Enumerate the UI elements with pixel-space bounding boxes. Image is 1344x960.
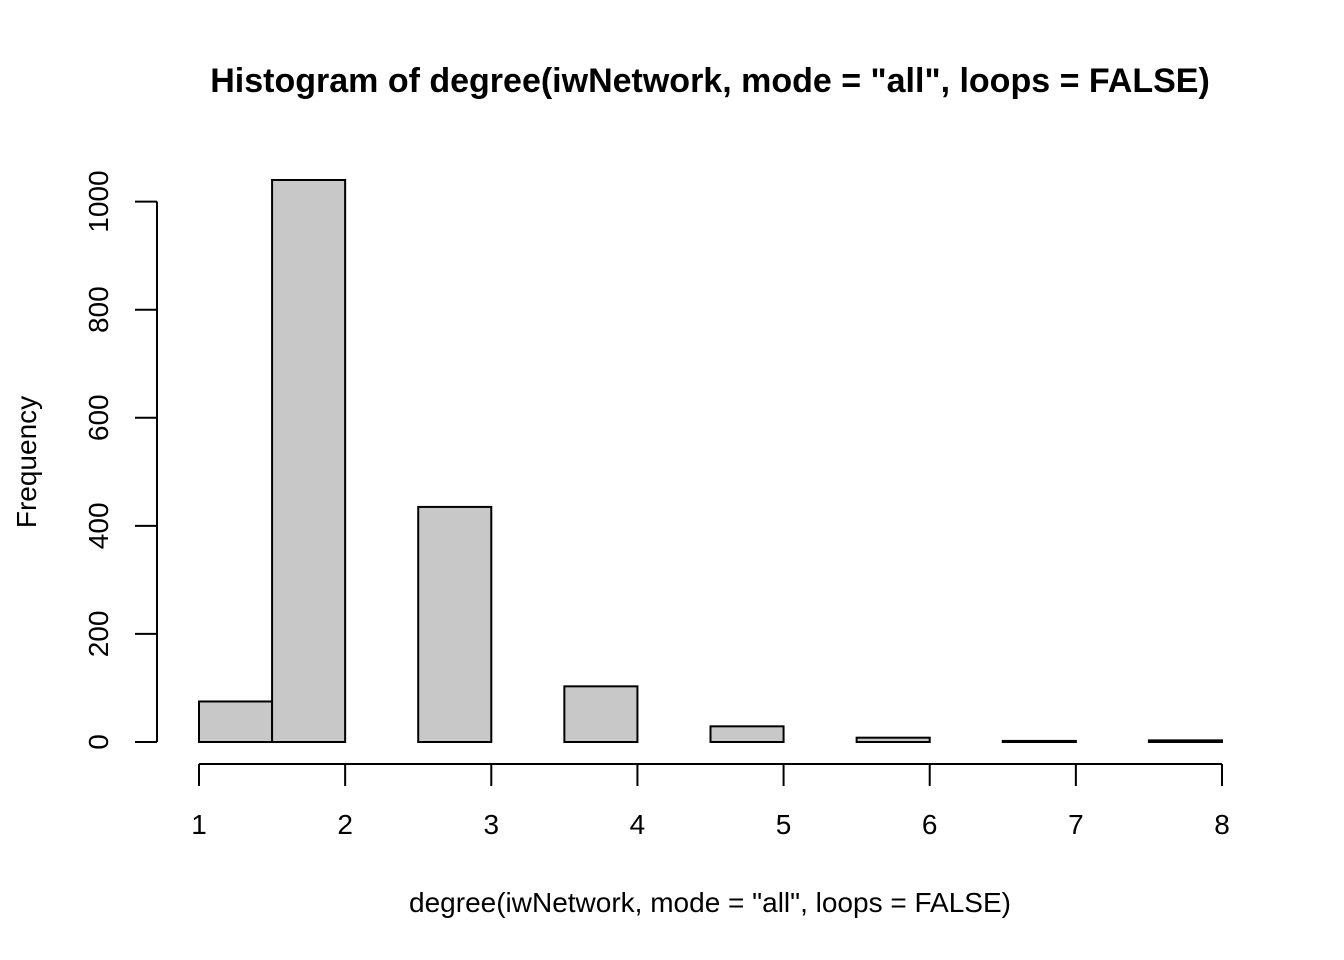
x-tick-label: 5 [776, 809, 792, 840]
histogram-bar-0 [198, 700, 274, 743]
x-tick-label: 1 [191, 809, 207, 840]
x-tick-label: 8 [1214, 809, 1230, 840]
y-tick-label: 600 [83, 394, 114, 441]
x-axis-label: degree(iwNetwork, mode = "all", loops = … [409, 887, 1011, 918]
bars-group [198, 179, 1224, 744]
x-axis: 1 2 3 4 5 6 7 8 [191, 763, 1230, 840]
x-tick-label: 6 [922, 809, 938, 840]
x-tick-label: 2 [337, 809, 353, 840]
y-axis-label: Frequency [11, 396, 42, 528]
histogram-bar-11 [1001, 739, 1077, 744]
chart-title: Histogram of degree(iwNetwork, mode = "a… [210, 62, 1210, 100]
y-tick-label: 0 [83, 734, 114, 750]
histogram-bar-3 [417, 505, 493, 743]
histogram-bar-5 [563, 685, 639, 744]
y-tick-label: 800 [83, 286, 114, 333]
y-tick-label: 1000 [83, 170, 114, 232]
x-tick-label: 3 [483, 809, 499, 840]
x-tick-label: 7 [1068, 809, 1084, 840]
y-tick-label: 400 [83, 502, 114, 549]
y-axis: 0 200 400 600 800 1000 [83, 170, 158, 750]
x-tick-label: 4 [630, 809, 646, 840]
histogram-bar-9 [855, 736, 931, 744]
histogram-bar-1 [271, 179, 347, 743]
histogram-bar-7 [709, 725, 785, 744]
histogram-bar-13 [1147, 739, 1224, 743]
y-tick-label: 200 [83, 611, 114, 658]
